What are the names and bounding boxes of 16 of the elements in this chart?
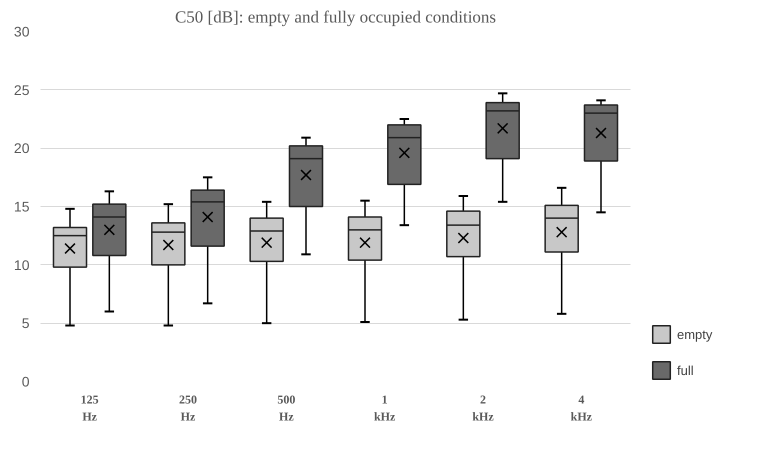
y-tick-label: 0	[22, 374, 30, 390]
y-tick-label: 5	[22, 315, 30, 332]
legend-label: empty	[677, 326, 712, 342]
x-tick-label: 125 Hz	[80, 392, 99, 424]
chart-title: C50 [dB]: empty and fully occupied conditions	[174, 8, 496, 26]
y-tick-label: 25	[14, 82, 30, 98]
x-tick-label: 1 kHz	[374, 392, 396, 424]
legend-label: full	[677, 362, 695, 378]
y-tick-label: 30	[14, 24, 30, 40]
y-tick-label: 20	[14, 140, 30, 156]
x-tick-label: 250 Hz	[179, 392, 197, 424]
x-tick-label: 2 kHz	[472, 392, 494, 424]
y-tick-label: 15	[14, 198, 30, 214]
x-tick-label: 4 kHz	[570, 392, 593, 424]
x-tick-label: 500 Hz	[277, 392, 296, 424]
y-tick-label: 10	[14, 256, 30, 273]
